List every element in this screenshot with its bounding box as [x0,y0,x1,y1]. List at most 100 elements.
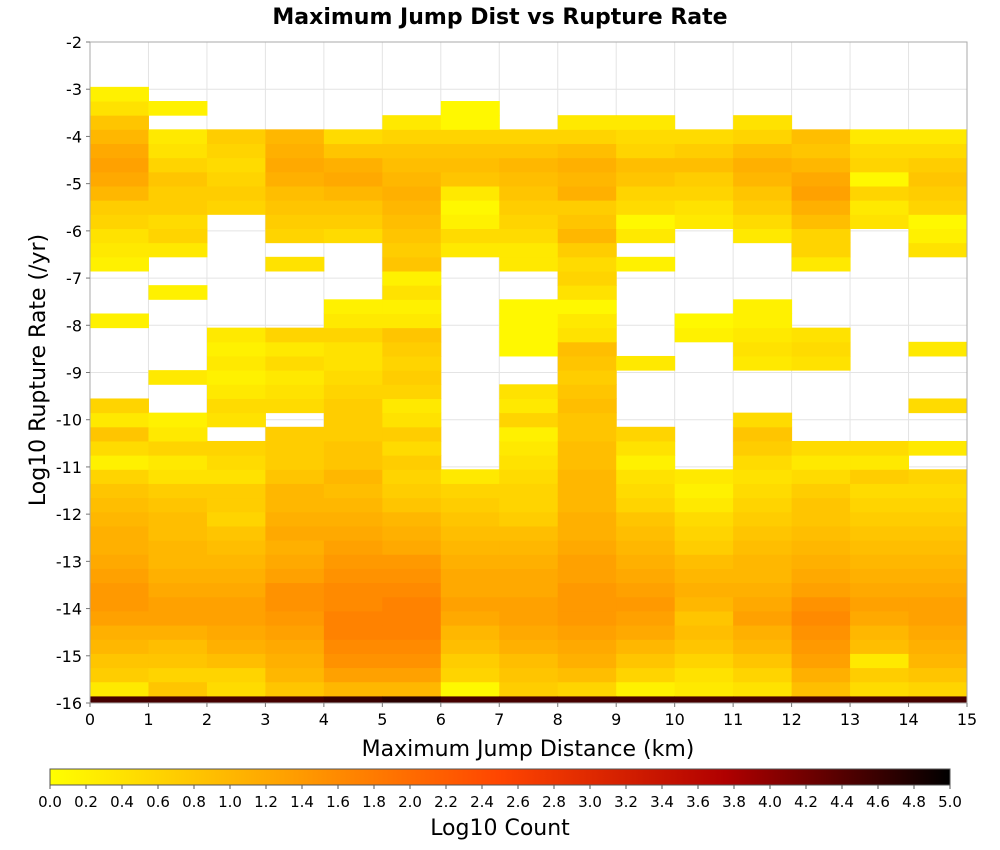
heatmap-cell [323,639,383,654]
heatmap-cell [908,483,968,499]
heatmap-cell [265,398,325,414]
heatmap-cell [323,214,383,229]
heatmap-cell [206,398,266,414]
heatmap-cell [557,171,617,187]
heatmap-cell [674,554,734,569]
heatmap-cell [323,610,383,626]
heatmap-cell [382,313,442,329]
heatmap-cell [557,355,617,371]
heatmap-cell [148,681,208,697]
heatmap-cell [908,143,968,159]
heatmap-cell [557,483,617,499]
heatmap-cell [557,327,617,343]
heatmap-cell [265,469,325,484]
y-tick-label: -7 [66,269,82,288]
heatmap-cell [733,582,793,598]
heatmap-cell [557,341,617,357]
heatmap-cell [323,511,383,527]
heatmap-cell [557,384,617,399]
heatmap-cell [557,540,617,555]
heatmap-cell [616,426,676,442]
heatmap-cell [323,398,383,414]
x-tick-label: 4 [319,710,329,729]
heatmap-cell [850,667,910,683]
heatmap-cell [616,440,676,456]
heatmap-cell [908,469,968,484]
heatmap-cell [323,228,383,244]
heatmap-cell [499,681,559,697]
colorbar-tick-label: 3.8 [722,793,746,811]
heatmap-cell [206,341,266,357]
heatmap-cell [382,525,442,541]
heatmap-cell [557,270,617,286]
colorbar-tick-label: 3.4 [650,793,674,811]
heatmap-cell [557,681,617,697]
heatmap-cell [557,625,617,640]
heatmap-cell [499,256,559,272]
heatmap-cell [557,115,617,130]
heatmap-cell [557,695,617,704]
heatmap-cell [791,355,851,371]
x-tick-label: 15 [957,710,977,729]
heatmap-cell [90,497,149,513]
heatmap-cell [791,695,851,704]
heatmap-cell [499,469,559,484]
heatmap-cell [323,695,383,704]
heatmap-cell [791,568,851,584]
heatmap-cell [90,525,149,541]
x-tick-label: 10 [664,710,684,729]
y-tick-label: -6 [66,222,82,241]
heatmap-cell [265,214,325,229]
heatmap-cell [148,483,208,499]
heatmap-cell [557,469,617,484]
x-axis-label: Maximum Jump Distance (km) [362,737,695,762]
heatmap-cell [791,228,851,244]
heatmap-cell [499,299,559,314]
heatmap-cell [90,667,149,683]
heatmap-cell [440,568,500,584]
heatmap-cell [382,426,442,442]
heatmap-cell [148,469,208,484]
heatmap-cell [850,582,910,598]
heatmap-cell [382,568,442,584]
heatmap-cell [499,214,559,229]
heatmap-cell [265,625,325,640]
heatmap-cell [206,370,266,385]
heatmap-cell [616,143,676,159]
heatmap-cell [674,143,734,159]
heatmap-cell [323,440,383,456]
heatmap-cell [148,639,208,654]
heatmap-cell [265,171,325,187]
heatmap-cell [557,667,617,683]
heatmap-cell [908,554,968,569]
heatmap-cell [148,511,208,527]
colorbar-tick-label: 0.0 [38,793,62,811]
x-tick-label: 8 [553,710,563,729]
heatmap-cell [440,483,500,499]
heatmap-cell [557,525,617,541]
colorbar-tick-label: 5.0 [938,793,962,811]
y-tick-label: -13 [56,552,82,571]
heatmap-cell [382,511,442,527]
heatmap-cell [733,313,793,329]
heatmap-cell [733,327,793,343]
heatmap-cell [206,327,266,343]
heatmap-cell [148,242,208,258]
heatmap-cell [382,455,442,470]
x-tick-label: 13 [840,710,860,729]
heatmap-cell [733,540,793,555]
colorbar-tick-label: 1.6 [326,793,350,811]
heatmap-cell [499,610,559,626]
heatmap-cell [908,200,968,215]
x-tick-label: 9 [611,710,621,729]
heatmap-cell [323,582,383,598]
heatmap-cell [616,469,676,484]
heatmap-cell [908,667,968,683]
heatmap-cell [90,200,149,215]
heatmap-cell [850,214,910,229]
x-tick-label: 7 [494,710,504,729]
heatmap-cell [90,681,149,697]
heatmap-cell [499,653,559,669]
heatmap-cell [499,129,559,145]
heatmap-cell [90,625,149,640]
